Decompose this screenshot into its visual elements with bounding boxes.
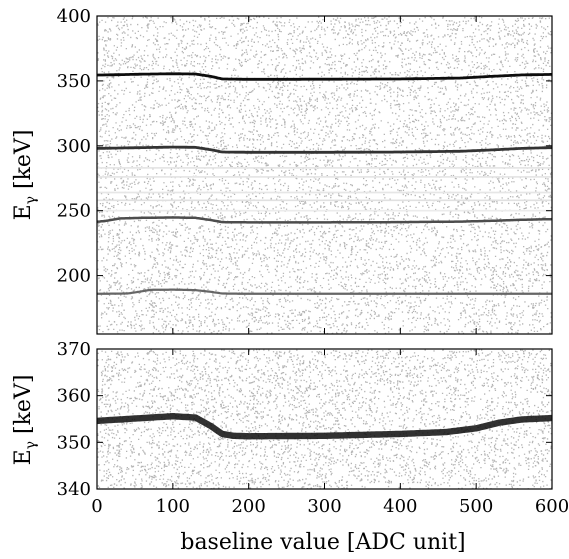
y-tick-label: 350 — [57, 71, 91, 92]
series-line-0 — [97, 413, 552, 440]
x-tick-label: 600 — [535, 496, 569, 517]
y-axis-title-unit: [keV] — [11, 375, 36, 441]
y-axis-title-unit: [keV] — [11, 130, 36, 196]
y-axis-title-base: E — [11, 204, 36, 220]
y-axis-title: Eγ [keV] — [11, 375, 39, 466]
x-tick-label: 500 — [459, 496, 493, 517]
y-axis-title-base: E — [11, 449, 36, 465]
y-axis-title: Eγ [keV] — [11, 130, 39, 221]
y-tick-label: 250 — [57, 201, 91, 222]
y-tick-label: 350 — [57, 432, 91, 453]
y-tick-label: 400 — [57, 6, 91, 27]
bottom-panel: 0 100 200 300 400 500 600 340 350 360 370 Eγ [keV] — [11, 339, 569, 517]
series-line-3 — [97, 288, 552, 295]
y-tick-label: 360 — [57, 386, 91, 407]
x-tick-label: 300 — [307, 496, 341, 517]
top-panel: 200 250 300 350 400 Eγ [keV] — [11, 6, 553, 335]
y-axis-title-sub: γ — [23, 196, 39, 204]
x-tick-label: 0 — [91, 496, 102, 517]
plot-background — [97, 16, 552, 334]
y-axis-title-sub: γ — [23, 441, 39, 449]
y-tick-label: 300 — [57, 136, 91, 157]
series-line-2 — [97, 216, 552, 224]
series-line-0 — [97, 72, 552, 81]
series-line-1 — [97, 145, 552, 154]
y-tick-label: 200 — [57, 266, 91, 287]
x-axis-title: baseline value [ADC unit] — [180, 530, 465, 555]
x-tick-label: 200 — [231, 496, 265, 517]
x-tick-label: 100 — [156, 496, 190, 517]
y-tick-label: 370 — [57, 339, 91, 360]
y-tick-label: 340 — [57, 479, 91, 500]
x-tick-label: 400 — [383, 496, 417, 517]
